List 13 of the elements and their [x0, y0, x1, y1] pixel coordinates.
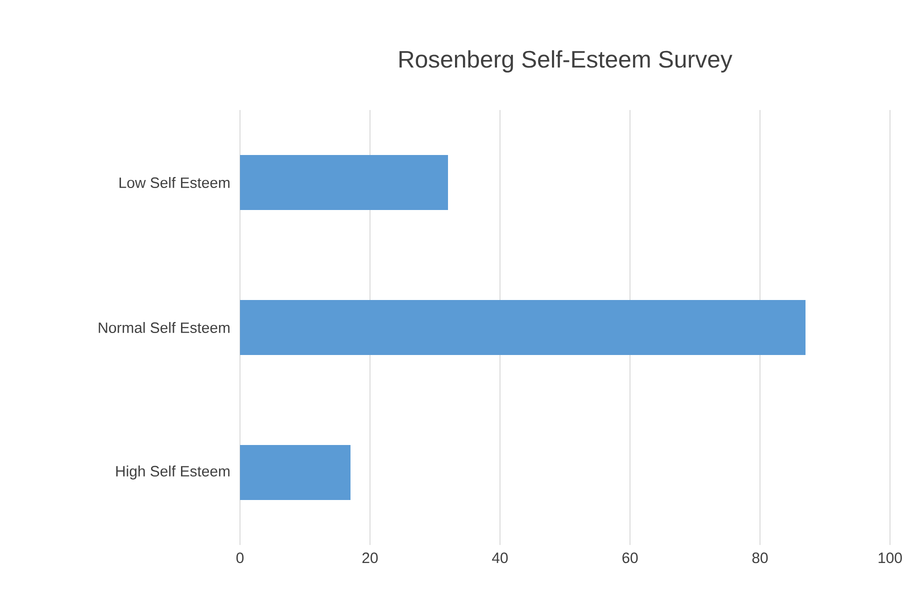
y-tick-label: Low Self Esteem	[120, 177, 230, 188]
y-tick-label: High Self Esteem	[116, 466, 230, 480]
x-tick-label: 100	[878, 552, 902, 564]
x-tick-label: 60	[622, 552, 638, 564]
chart-title: Rosenberg Self-Esteem Survey	[400, 50, 732, 73]
bar	[240, 444, 351, 500]
x-tick-label: 0	[236, 552, 244, 564]
bar	[240, 300, 806, 356]
bar	[240, 154, 448, 210]
x-tick-label: 80	[752, 552, 768, 564]
x-tick-label: 20	[362, 552, 378, 564]
y-tick-label: Normal Self Esteem	[98, 322, 230, 333]
x-tick-label: 40	[492, 552, 508, 564]
